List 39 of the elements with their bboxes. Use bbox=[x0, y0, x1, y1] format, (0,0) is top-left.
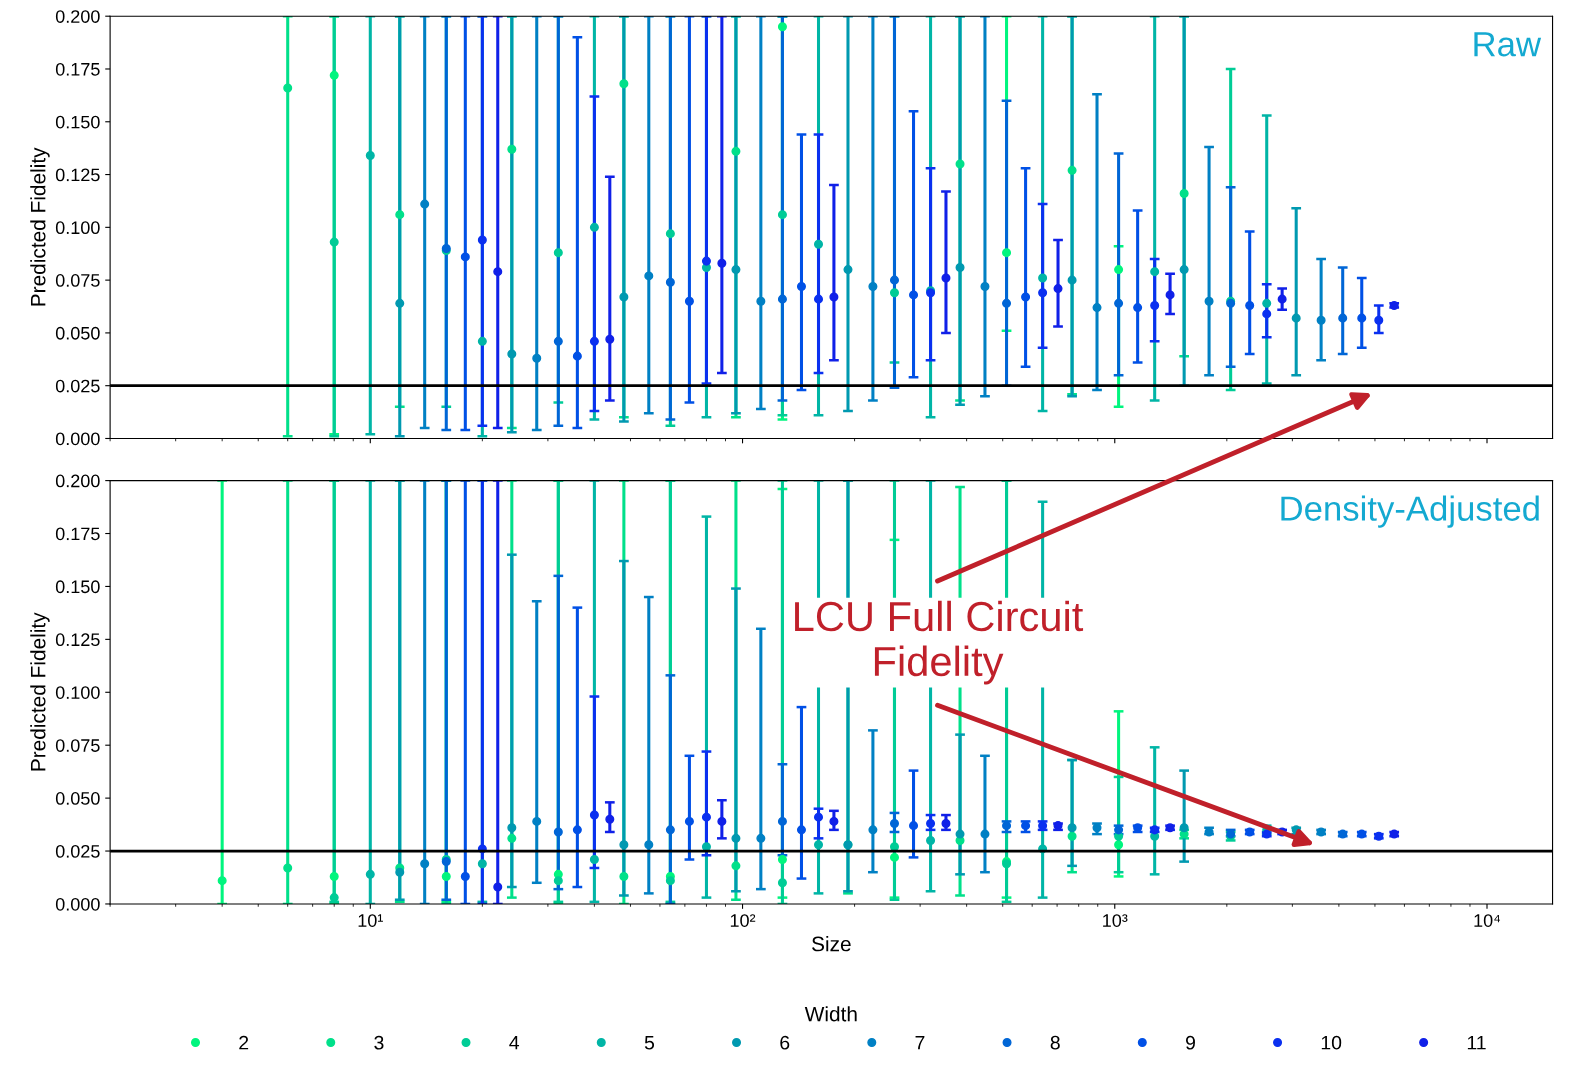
y-tick-label: 0.025 bbox=[55, 379, 100, 393]
legend-label: 9 bbox=[1185, 1035, 1195, 1050]
y-tick-label: 0.050 bbox=[55, 326, 100, 340]
y-tick-label: 0.050 bbox=[55, 792, 100, 805]
y-tick-label: 0.150 bbox=[55, 115, 100, 129]
x-axis-title: Size bbox=[812, 936, 851, 952]
legend-label: 11 bbox=[1467, 1035, 1486, 1050]
y-tick-label: 0.200 bbox=[55, 10, 100, 23]
annotation: Raw bbox=[1474, 32, 1542, 57]
legend-label: 10 bbox=[1321, 1035, 1342, 1050]
y-tick-label: 0.075 bbox=[55, 739, 100, 752]
y-tick-label: 0.175 bbox=[55, 62, 100, 76]
legend-label: 2 bbox=[239, 1035, 249, 1050]
legend-label: 5 bbox=[644, 1035, 655, 1050]
annotation: Density-Adjusted bbox=[1281, 495, 1539, 528]
y-tick-label: 0.100 bbox=[55, 686, 100, 699]
y-tick-label: 0.075 bbox=[55, 274, 100, 287]
y-tick-label: 0.100 bbox=[55, 221, 100, 235]
y-tick-label: 0.175 bbox=[55, 527, 100, 541]
x-tick-label: 10¹ bbox=[358, 914, 383, 927]
y-tick-label: 0.000 bbox=[55, 897, 100, 911]
y-tick-label: 0.000 bbox=[55, 432, 100, 446]
legend-label: 3 bbox=[374, 1035, 384, 1050]
legend-label: 6 bbox=[780, 1035, 790, 1050]
annotation: LCU Full Circuit Fidelity bbox=[795, 600, 1084, 685]
x-tick-label: 10⁴ bbox=[1474, 914, 1501, 927]
y-tick-label: 0.025 bbox=[55, 844, 100, 858]
x-tick-label: 10² bbox=[730, 914, 756, 927]
legend-label: 4 bbox=[509, 1035, 520, 1050]
legend-label: 7 bbox=[915, 1035, 925, 1050]
y-tick-label: 0.125 bbox=[55, 168, 100, 182]
y-tick-label: 0.200 bbox=[55, 474, 100, 488]
legend-title: Width bbox=[804, 1006, 857, 1022]
y-tick-label: 0.125 bbox=[55, 633, 100, 647]
y-axis-title: Predicted Fidelity bbox=[30, 612, 50, 771]
y-axis-title: Predicted Fidelity bbox=[30, 147, 50, 306]
legend-label: 8 bbox=[1050, 1035, 1060, 1050]
x-tick-label: 10³ bbox=[1103, 914, 1128, 927]
y-tick-label: 0.150 bbox=[55, 580, 100, 594]
